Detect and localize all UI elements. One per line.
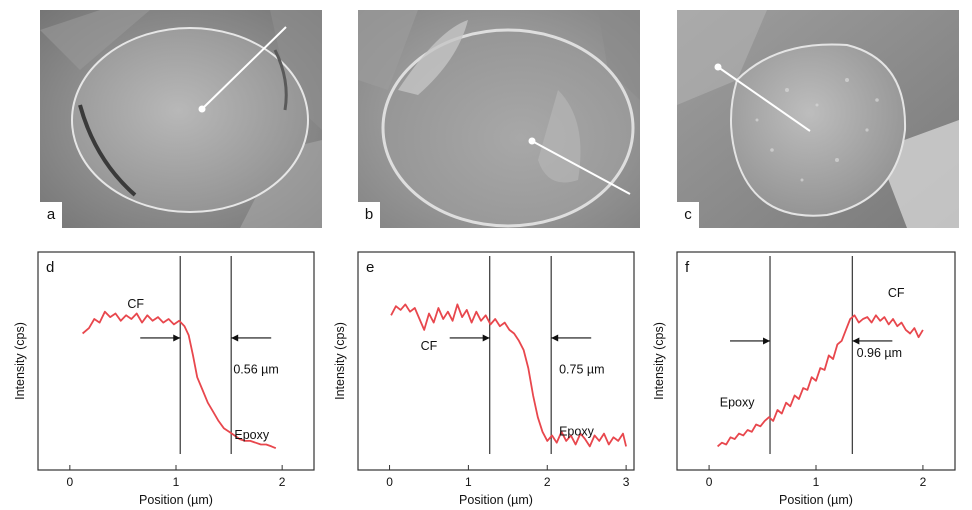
x-axis-label: Position (µm) (459, 493, 533, 507)
x-tick-label: 3 (623, 475, 630, 489)
x-axis-label: Position (µm) (779, 493, 853, 507)
line-scan-chart-f: f 0 1 2 Position (µm) Intensity (cps) CF 0.96 µ… (652, 251, 956, 507)
y-axis-label: Intensity (cps) (333, 322, 347, 400)
plot-frame (37, 251, 315, 471)
x-tick-label: 2 (544, 475, 551, 489)
arrow-right-head (852, 337, 860, 345)
panel-label-e: e (366, 259, 374, 276)
plot-e: e 0 1 2 3 Position (µm) Intensity (cps) CF 0.75 … (318, 248, 638, 510)
x-tick-label: 0 (386, 475, 393, 489)
panel-label-f: f (685, 259, 690, 276)
plot-d: d 0 1 2 Position (µm) Intensity (cps) CF 0.56 µ… (0, 248, 320, 510)
sem-image-a: a (40, 10, 322, 228)
y-axis-label: Intensity (cps) (652, 322, 666, 400)
x-tick-label: 1 (465, 475, 472, 489)
annotation-epoxy: Epoxy (720, 395, 755, 409)
line-scan-chart-d: d 0 1 2 Position (µm) Intensity (cps) CF 0.56 µ… (13, 251, 315, 507)
annotation-cf: CF (421, 339, 438, 353)
line-scan-chart-e: e 0 1 2 3 Position (µm) Intensity (cps) CF 0.75 … (333, 251, 635, 507)
sem-micrograph-b (358, 10, 640, 228)
x-tick-label: 0 (67, 475, 74, 489)
intensity-profile-line (82, 310, 277, 450)
plot-f: f 0 1 2 Position (µm) Intensity (cps) CF 0.96 µ… (637, 248, 957, 510)
sem-image-c: c (677, 10, 959, 228)
intensity-profile-line (717, 314, 924, 448)
arrow-right-head (551, 334, 559, 342)
annotation-cf: CF (127, 297, 144, 311)
annotation-width: 0.56 µm (233, 363, 278, 377)
y-axis-label: Intensity (cps) (13, 322, 27, 400)
panel-label-a: a (40, 202, 62, 228)
sem-micrograph-a (40, 10, 322, 228)
sem-image-b: b (358, 10, 640, 228)
panel-label-d: d (46, 259, 54, 276)
annotation-epoxy: Epoxy (559, 424, 594, 438)
intensity-profile-line (390, 303, 627, 448)
annotation-epoxy: Epoxy (234, 428, 269, 442)
panel-label-b: b (358, 202, 380, 228)
x-tick-label: 2 (279, 475, 286, 489)
arrow-left-head (482, 334, 490, 342)
annotation-width: 0.96 µm (857, 346, 902, 360)
arrow-left-head (173, 334, 181, 342)
arrow-right-head (231, 334, 239, 342)
panel-label-c: c (677, 202, 699, 228)
x-tick-label: 0 (706, 475, 713, 489)
plot-frame (357, 251, 635, 471)
annotation-cf: CF (888, 286, 905, 300)
x-tick-label: 1 (813, 475, 820, 489)
x-axis-label: Position (µm) (139, 493, 213, 507)
arrow-left-head (763, 337, 771, 345)
annotation-width: 0.75 µm (559, 363, 604, 377)
sem-micrograph-c (677, 10, 959, 228)
plot-frame (676, 251, 956, 471)
x-tick-label: 2 (920, 475, 927, 489)
x-tick-label: 1 (173, 475, 180, 489)
